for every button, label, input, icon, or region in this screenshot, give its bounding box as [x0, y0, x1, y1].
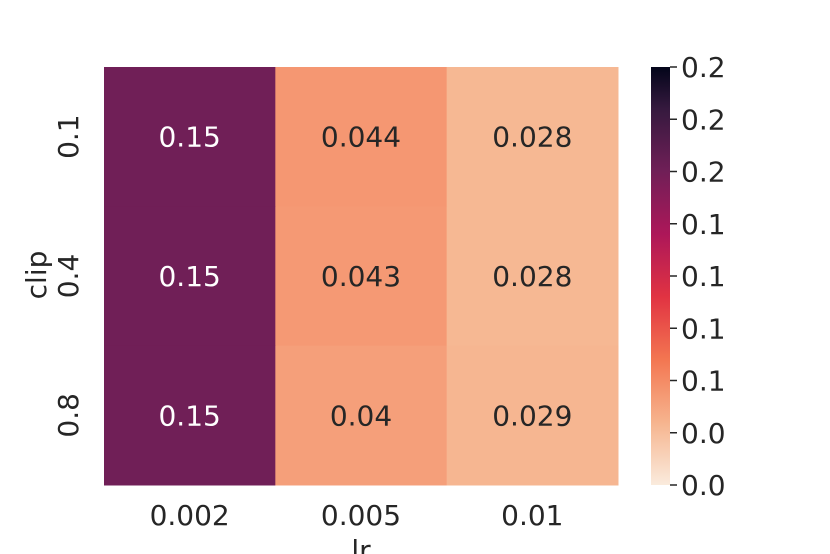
colorbar-tick-label: 0.0: [681, 469, 726, 502]
cell-value-label: 0.029: [492, 399, 572, 432]
colorbar-tick-label: 0.1: [681, 260, 726, 293]
cell-value-label: 0.04: [330, 399, 392, 432]
x-axis-label: lr: [351, 534, 371, 554]
cell-value-label: 0.028: [492, 260, 572, 293]
heatmap-cell: [104, 206, 276, 347]
cell-value-label: 0.15: [158, 260, 220, 293]
colorbar-tick-label: 0.1: [681, 365, 726, 398]
heatmap-cell: [275, 345, 448, 486]
y-axis-label: clip: [20, 251, 53, 300]
cell-value-label: 0.028: [492, 121, 572, 154]
cell-value-label: 0.15: [158, 121, 220, 154]
heatmap-cell: [446, 345, 619, 486]
colorbar-tick-label: 0.0: [681, 417, 726, 450]
colorbar-ticks: 0.2 0.2 0.2 0.1 0.1 0.1 0.1 0.0 0.0: [670, 51, 726, 502]
cell-value-label: 0.044: [321, 121, 401, 154]
heatmap-cell: [104, 67, 276, 207]
heatmap-cell: [275, 206, 448, 347]
cell-value-label: 0.15: [158, 399, 220, 432]
colorbar: [651, 67, 670, 485]
cell-value-label: 0.043: [321, 260, 401, 293]
colorbar-tick-label: 0.1: [681, 208, 726, 241]
colorbar-tick-label: 0.2: [681, 103, 726, 136]
colorbar-tick-label: 0.1: [681, 312, 726, 345]
y-tick-labels: 0.1 0.4 0.8: [52, 114, 85, 437]
x-tick-labels: 0.002 0.005 0.01: [150, 499, 564, 532]
heatmap-cell: [446, 67, 619, 207]
colorbar-tick-label: 0.2: [681, 156, 726, 189]
heatmap-cells: 0.15 0.044 0.028 0.15 0.043 0.028 0.15 0.04 0.02…: [104, 67, 619, 486]
y-tick-label: 0.1: [52, 114, 85, 159]
y-tick-label: 0.4: [52, 254, 85, 299]
heatmap-cell: [275, 67, 448, 207]
heatmap-cell: [446, 206, 619, 347]
y-tick-label: 0.8: [52, 393, 85, 438]
heatmap-cell: [104, 345, 276, 486]
colorbar-tick-label: 0.2: [681, 51, 726, 84]
x-tick-label: 0.005: [321, 499, 401, 532]
x-tick-label: 0.01: [501, 499, 563, 532]
x-tick-label: 0.002: [150, 499, 230, 532]
